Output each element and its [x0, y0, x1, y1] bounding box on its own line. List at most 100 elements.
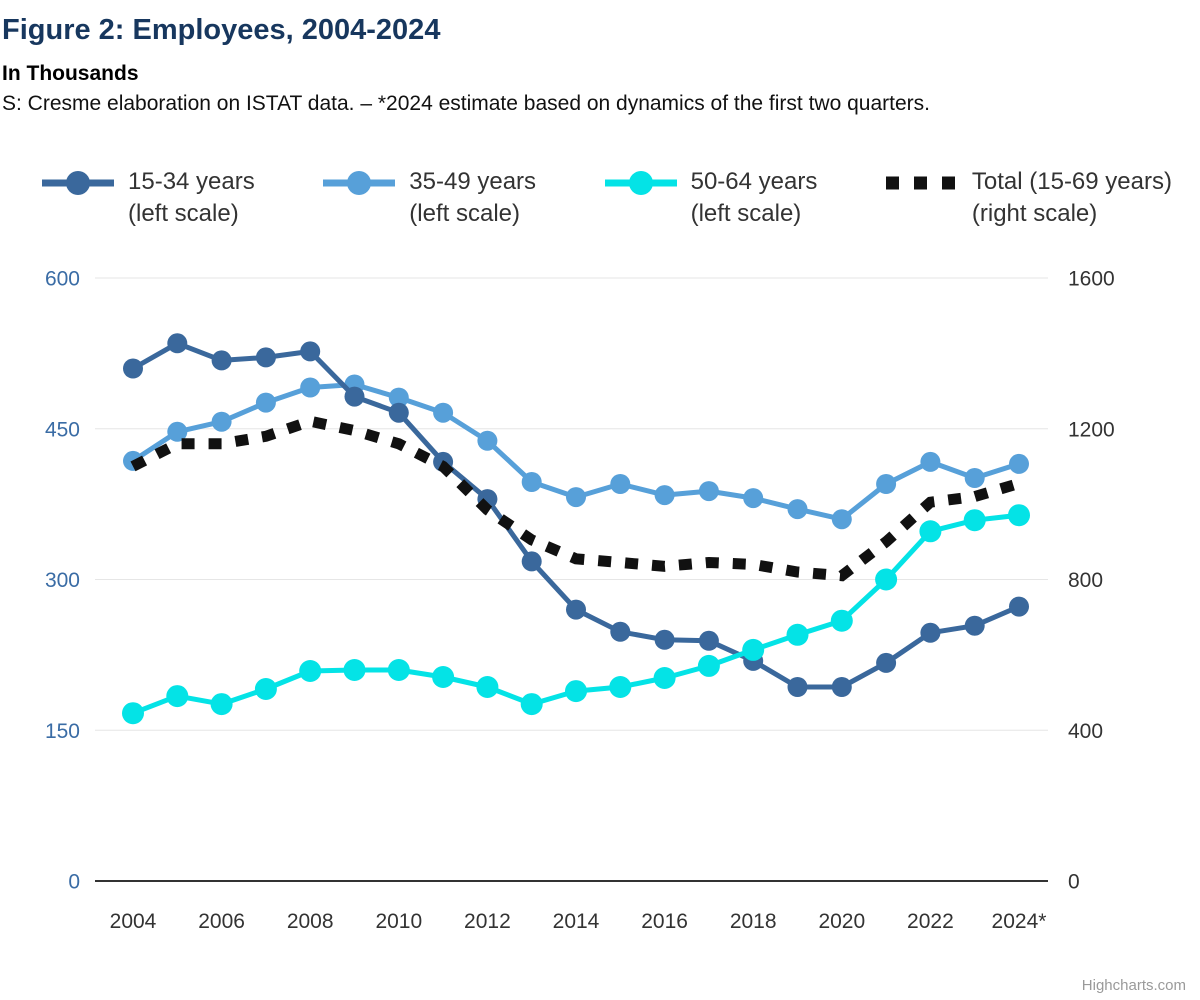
legend-item-35-49-years[interactable]: 35-49 years (left scale)	[321, 166, 536, 230]
data-point[interactable]	[609, 676, 632, 698]
series-total-15-69-years[interactable]	[130, 415, 1021, 582]
line-marker-icon	[323, 171, 396, 195]
data-point[interactable]	[388, 402, 409, 423]
data-point[interactable]	[698, 481, 719, 502]
data-point[interactable]	[432, 666, 455, 688]
data-point[interactable]	[300, 341, 321, 362]
legend-label: Total (15-69 years) (right scale)	[971, 168, 1172, 227]
data-point[interactable]	[610, 621, 631, 642]
data-point[interactable]	[388, 387, 409, 408]
svg-text:1200: 1200	[1068, 418, 1115, 441]
svg-text:0: 0	[1068, 871, 1080, 894]
gridlines	[95, 277, 1048, 882]
line-marker-icon	[604, 171, 677, 195]
data-point[interactable]	[920, 451, 941, 472]
svg-text:2008: 2008	[287, 910, 334, 933]
data-point[interactable]	[476, 676, 499, 698]
series-35-49-years[interactable]	[123, 374, 1029, 530]
data-point[interactable]	[964, 615, 985, 636]
svg-text:2016: 2016	[641, 910, 688, 933]
highcharts-credit[interactable]: Highcharts.com	[1081, 977, 1186, 994]
data-point[interactable]	[299, 660, 322, 682]
data-point[interactable]	[1009, 596, 1029, 617]
svg-text:2012: 2012	[464, 910, 511, 933]
data-point[interactable]	[653, 667, 676, 689]
svg-text:2010: 2010	[375, 910, 422, 933]
legend-item-15-34-years[interactable]: 15-34 years (left scale)	[40, 166, 255, 230]
series-50-64-years[interactable]	[122, 504, 1030, 725]
legend: 15-34 years (left scale) 35-49 years (left …	[40, 166, 1172, 230]
data-point[interactable]	[210, 693, 233, 716]
chart-subtitle: In Thousands	[2, 62, 139, 85]
data-point[interactable]	[831, 677, 852, 697]
data-point[interactable]	[300, 377, 321, 398]
data-point[interactable]	[919, 520, 942, 543]
svg-text:2006: 2006	[198, 910, 245, 933]
data-point[interactable]	[1008, 504, 1030, 527]
svg-text:400: 400	[1068, 720, 1103, 743]
data-point[interactable]	[520, 693, 543, 716]
data-point[interactable]	[964, 468, 985, 488]
data-point[interactable]	[1009, 453, 1029, 474]
legend-item-50-64-years[interactable]: 50-64 years (left scale)	[603, 166, 818, 230]
svg-text:450: 450	[45, 418, 80, 441]
x-axis-labels: 2004 2006 2008 2010 2012 2014 2016 2018 2020 2022…	[110, 910, 1047, 933]
data-point[interactable]	[875, 568, 898, 591]
data-point[interactable]	[521, 472, 542, 492]
data-point[interactable]	[521, 551, 542, 572]
data-point[interactable]	[743, 488, 764, 509]
legend-label: 15-34 years (left scale)	[128, 168, 255, 227]
data-point[interactable]	[698, 630, 719, 651]
data-point[interactable]	[123, 358, 143, 379]
line-marker-icon	[42, 171, 114, 195]
data-point[interactable]	[254, 678, 277, 700]
data-point[interactable]	[211, 350, 232, 371]
chart-title: Figure 2: Employees, 2004-2024	[2, 14, 441, 46]
data-point[interactable]	[167, 333, 188, 354]
data-point[interactable]	[742, 638, 765, 661]
data-point[interactable]	[610, 474, 631, 494]
data-point[interactable]	[255, 392, 276, 413]
data-point[interactable]	[343, 659, 366, 681]
chart-source-note: S: Cresme elaboration on ISTAT data. – *…	[2, 92, 930, 115]
data-point[interactable]	[433, 402, 454, 423]
svg-text:2004: 2004	[110, 910, 157, 933]
data-point[interactable]	[477, 430, 498, 451]
data-point[interactable]	[654, 629, 675, 650]
data-point[interactable]	[211, 411, 232, 432]
data-point[interactable]	[920, 622, 941, 643]
data-point[interactable]	[786, 623, 809, 646]
right-axis-labels: 0 400 800 1200 1600	[1068, 268, 1115, 894]
legend-item-total-15-69-years[interactable]: Total (15-69 years) (right scale)	[884, 166, 1172, 230]
legend-label: 50-64 years (left scale)	[690, 168, 818, 227]
data-point[interactable]	[255, 347, 276, 368]
svg-text:150: 150	[45, 720, 80, 743]
data-point[interactable]	[830, 609, 853, 632]
data-point[interactable]	[166, 685, 189, 708]
data-point[interactable]	[876, 652, 897, 673]
series-15-34-years[interactable]	[123, 333, 1029, 697]
data-point[interactable]	[566, 599, 586, 620]
data-point[interactable]	[697, 654, 720, 677]
svg-text:300: 300	[45, 569, 80, 592]
dashed-line-icon	[885, 176, 958, 190]
svg-text:2024*: 2024*	[992, 910, 1047, 933]
data-point[interactable]	[654, 485, 675, 506]
data-point[interactable]	[787, 677, 808, 697]
data-point[interactable]	[876, 474, 897, 494]
data-point[interactable]	[387, 659, 410, 681]
svg-text:800: 800	[1068, 569, 1103, 592]
data-point[interactable]	[122, 702, 144, 725]
data-point[interactable]	[167, 421, 188, 442]
svg-text:2020: 2020	[818, 910, 865, 933]
data-point[interactable]	[344, 386, 365, 407]
legend-label: 35-49 years (left scale)	[409, 168, 537, 227]
data-point[interactable]	[963, 509, 986, 532]
data-point[interactable]	[831, 509, 852, 530]
data-point[interactable]	[787, 499, 808, 520]
data-point[interactable]	[565, 680, 587, 703]
svg-text:2022: 2022	[907, 910, 954, 933]
data-point[interactable]	[566, 487, 586, 508]
